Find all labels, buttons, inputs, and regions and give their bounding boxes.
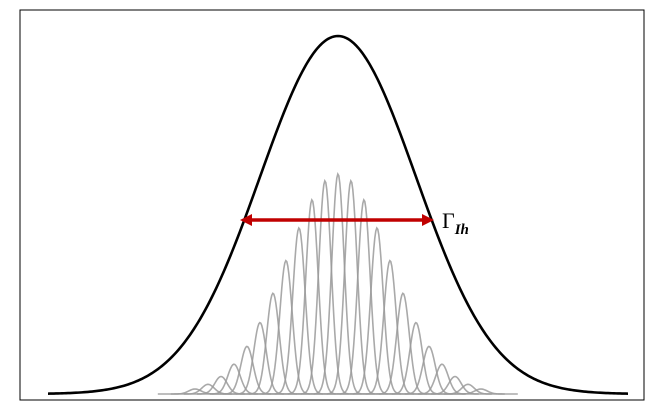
width-arrow	[240, 214, 434, 226]
width-label-subscript: Ih	[454, 222, 469, 238]
width-arrow-head-left	[240, 214, 252, 226]
width-arrow-head-right	[422, 214, 434, 226]
envelope-curve	[47, 34, 629, 395]
plot-frame	[19, 9, 645, 401]
component-peak	[443, 388, 518, 395]
component-peak	[430, 383, 505, 395]
width-label-symbol: Γ	[442, 208, 455, 233]
width-label: ΓIh	[442, 208, 469, 238]
component-peaks	[157, 172, 518, 395]
component-peak	[417, 375, 492, 395]
